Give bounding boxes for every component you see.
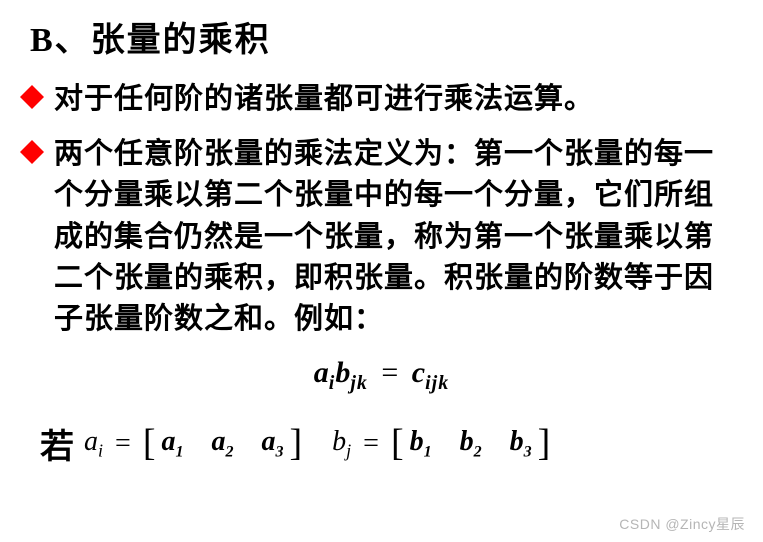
- formula-b-sub: jk: [350, 372, 368, 394]
- rbracket-icon: ]: [289, 428, 302, 458]
- ruo-label: 若: [40, 419, 74, 468]
- section-title: B、张量的乘积: [30, 12, 743, 61]
- formula-eq: =: [381, 356, 398, 389]
- vec-b-var: b: [332, 426, 346, 457]
- bullet-row-2: 两个任意阶张量的乘法定义为：第一个张量的每一个分量乘以第二个张量中的每一个分量，…: [20, 134, 743, 340]
- vec-b-item-1: b1: [410, 426, 432, 462]
- diamond-icon: [20, 128, 44, 152]
- vector-definitions: 若 ai = [ a1 a2 a3 ] bj = [ b1 b2 b3 ]: [40, 419, 743, 468]
- vec-b-sub: j: [346, 440, 351, 460]
- watermark: CSDN @Zincy星辰: [619, 514, 745, 534]
- vec-a-bracket: [ a1 a2 a3 ]: [143, 426, 302, 462]
- diamond-icon: [20, 73, 44, 97]
- bullet-text-1: 对于任何阶的诸张量都可进行乘法运算。: [54, 79, 594, 120]
- vec-a-item-2: a2: [211, 426, 233, 462]
- section-title-text: 张量的乘积: [91, 22, 271, 59]
- formula-b: b: [335, 356, 350, 389]
- vec-a-sub: i: [98, 440, 103, 460]
- vec-b-bracket: [ b1 b2 b3 ]: [391, 426, 550, 462]
- vec-b-eq: =: [363, 428, 379, 460]
- formula-a: a: [314, 356, 329, 389]
- vec-b-item-3: b3: [510, 426, 532, 462]
- lbracket-icon: [: [143, 428, 156, 458]
- formula-c-sub: ijk: [425, 372, 449, 394]
- rbracket-icon: ]: [538, 428, 551, 458]
- bullet-text-2: 两个任意阶张量的乘法定义为：第一个张量的每一个分量乘以第二个张量中的每一个分量，…: [54, 134, 743, 340]
- vec-a-var: a: [84, 426, 98, 457]
- bullet-row-1: 对于任何阶的诸张量都可进行乘法运算。: [20, 79, 743, 120]
- section-label: B、: [30, 22, 91, 59]
- vec-b-item-2: b2: [460, 426, 482, 462]
- formula-c: c: [412, 356, 425, 389]
- main-formula: aibjk = cijk: [20, 356, 743, 395]
- vec-a-eq: =: [115, 428, 131, 460]
- lbracket-icon: [: [391, 428, 404, 458]
- vec-a-lhs: ai: [84, 426, 103, 462]
- vec-a-item-1: a1: [161, 426, 183, 462]
- vec-a-item-3: a3: [261, 426, 283, 462]
- vec-b-lhs: bj: [332, 426, 351, 462]
